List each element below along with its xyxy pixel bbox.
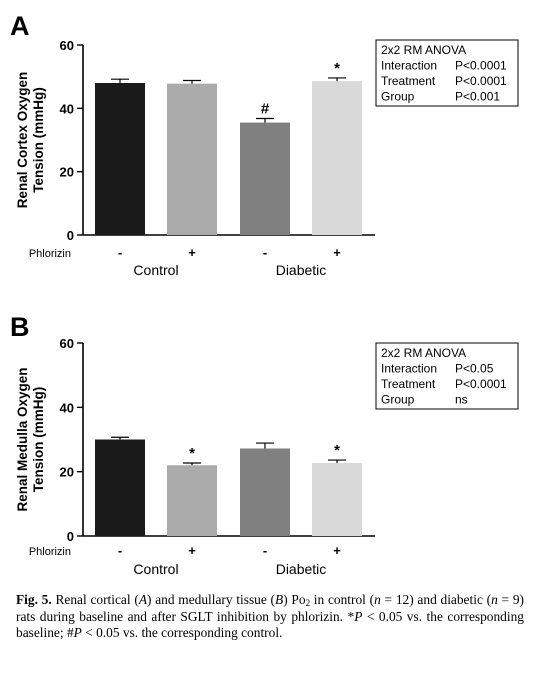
caption-text: = 9) rats during baseline and after SGLT… [16, 592, 524, 624]
caption-text: Renal cortical ( [51, 592, 139, 607]
panel-label: A [10, 11, 30, 41]
x-tick-label: + [188, 543, 196, 558]
x-tick-label: - [118, 543, 122, 558]
y-tick-label: 20 [60, 165, 74, 180]
anova-value: P<0.0001 [455, 377, 507, 391]
anova-value: P<0.05 [455, 362, 494, 376]
group-label: Diabetic [276, 262, 327, 278]
y-axis-label: Tension (mmHg) [31, 87, 46, 193]
caption-text: in control ( [310, 592, 375, 607]
caption-text: n [491, 592, 498, 607]
x-tick-label: - [263, 543, 267, 558]
caption-text: P [73, 625, 82, 641]
significance-marker: * [334, 442, 340, 459]
significance-marker: * [334, 60, 340, 77]
anova-value: P<0.001 [455, 90, 500, 104]
bar [312, 81, 362, 235]
anova-box [375, 342, 519, 410]
significance-marker: # [261, 100, 270, 117]
group-label: Control [133, 262, 178, 278]
bar [167, 465, 217, 536]
anova-term: Treatment [381, 74, 436, 88]
anova-value: P<0.0001 [455, 59, 507, 73]
anova-term: 2x2 RM ANOVA [381, 43, 466, 57]
anova-term: 2x2 RM ANOVA [381, 346, 466, 360]
x-tick-label: - [118, 245, 122, 260]
y-axis-label: Renal Medulla Oxygen [15, 367, 30, 511]
caption-text: = 12) and diabetic ( [380, 592, 492, 607]
y-axis-label: Tension (mmHg) [31, 387, 46, 493]
caption-text: < 0.05 vs. the corresponding control. [81, 625, 283, 641]
x-tick-label: + [333, 245, 341, 260]
y-tick-label: 40 [60, 101, 74, 116]
y-tick-label: 0 [67, 228, 74, 243]
anova-term: Interaction [381, 362, 437, 376]
bar [312, 462, 362, 536]
x-tick-label: + [333, 543, 341, 558]
y-tick-label: 0 [67, 529, 74, 544]
anova-term: Interaction [381, 59, 437, 73]
anova-term: Group [381, 90, 415, 104]
anova-value: P<0.0001 [455, 74, 507, 88]
anova-value: ns [455, 393, 468, 407]
caption-text: n [374, 592, 381, 607]
significance-marker: * [189, 445, 195, 462]
caption-text: < 0.05 vs. the corresponding baseline; # [16, 608, 524, 641]
bar [167, 83, 217, 235]
caption-subscript: 2 [305, 598, 311, 608]
caption-text: A [138, 592, 147, 607]
y-tick-label: 60 [60, 38, 74, 53]
y-tick-label: 60 [60, 336, 74, 351]
x-tick-label: + [188, 245, 196, 260]
y-tick-label: 40 [60, 400, 74, 415]
x-tick-label: - [263, 245, 267, 260]
caption-text: P [354, 608, 363, 624]
panel-label: B [10, 312, 30, 342]
bar [95, 83, 145, 235]
anova-term: Group [381, 393, 415, 407]
caption-fig-label: Fig. 5. [16, 592, 52, 607]
bar [95, 439, 145, 536]
treatment-label: Phlorizin [29, 248, 71, 260]
bar [240, 122, 290, 235]
caption-text: B [275, 592, 284, 607]
caption-text: ) and medullary tissue ( [147, 592, 276, 607]
figure-caption: Fig. 5. Renal cortical (A) and medullary… [16, 592, 524, 642]
group-label: Diabetic [276, 561, 327, 577]
anova-box [375, 39, 519, 107]
anova-term: Treatment [381, 377, 436, 391]
caption-text: ) Po [283, 592, 306, 607]
group-label: Control [133, 561, 178, 577]
y-axis-label: Renal Cortex Oxygen [15, 72, 30, 209]
treatment-label: Phlorizin [29, 546, 71, 558]
bar [240, 448, 290, 536]
y-tick-label: 20 [60, 465, 74, 480]
